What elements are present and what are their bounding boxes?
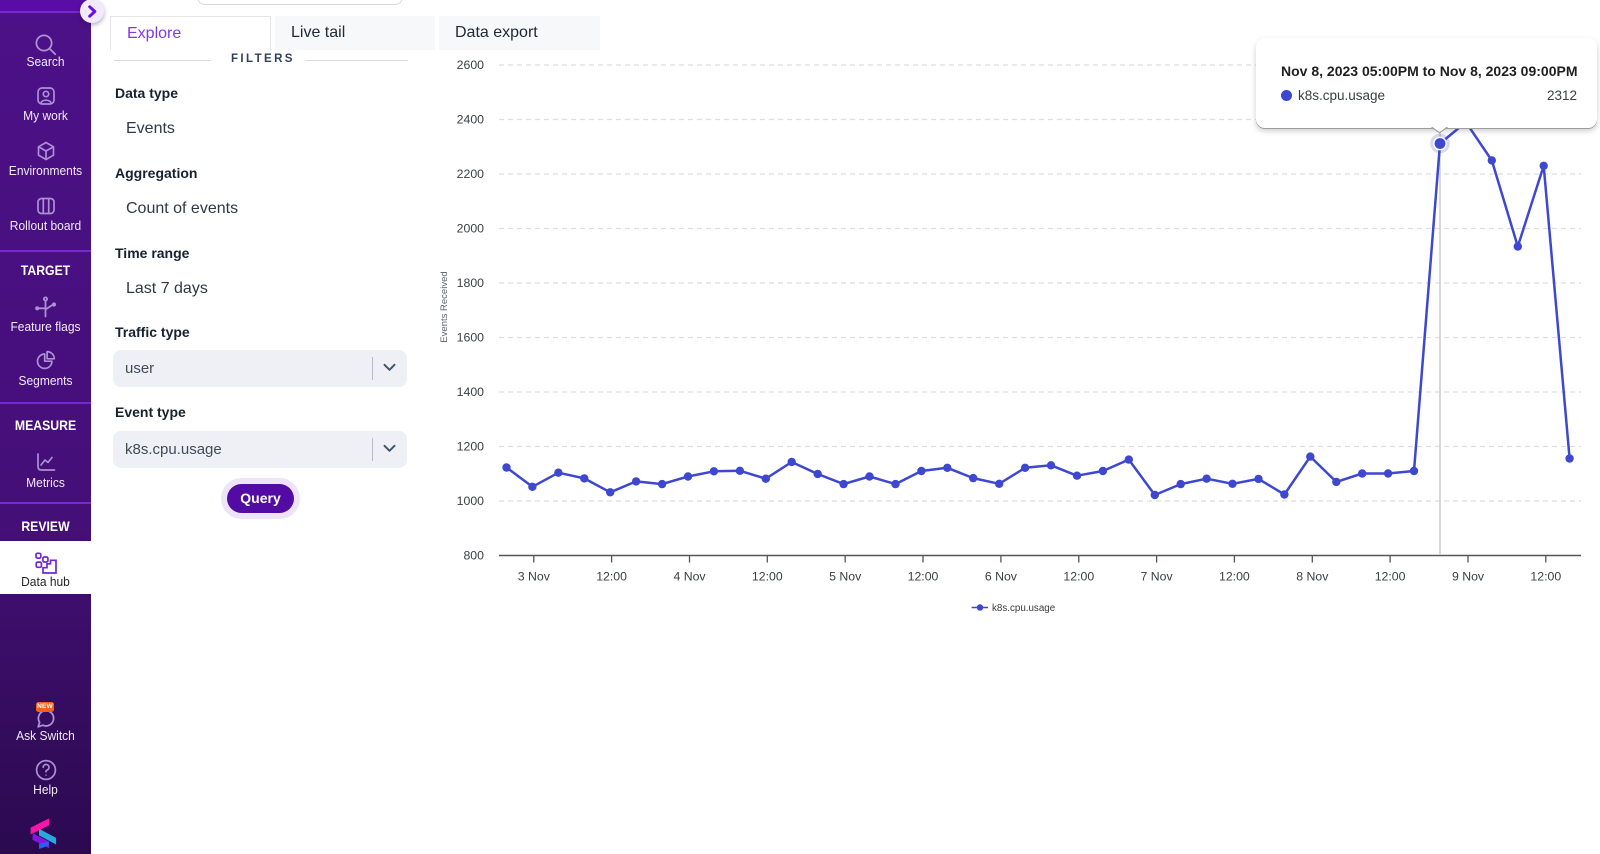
svg-text:5 Nov: 5 Nov [829,570,862,584]
svg-text:12:00: 12:00 [1219,570,1250,584]
svg-text:6 Nov: 6 Nov [985,570,1018,584]
svg-text:Events Received: Events Received [439,271,450,342]
svg-text:8 Nov: 8 Nov [1296,570,1329,584]
svg-text:12:00: 12:00 [596,570,627,584]
svg-text:800: 800 [463,549,484,563]
svg-text:2000: 2000 [457,222,485,236]
svg-text:1000: 1000 [457,494,485,508]
svg-text:12:00: 12:00 [1063,570,1094,584]
svg-text:1200: 1200 [457,440,485,454]
svg-text:12:00: 12:00 [908,570,939,584]
svg-text:1400: 1400 [457,385,485,399]
svg-text:1800: 1800 [457,276,485,290]
svg-text:7 Nov: 7 Nov [1141,570,1174,584]
svg-text:12:00: 12:00 [1375,570,1406,584]
svg-text:3 Nov: 3 Nov [518,570,551,584]
svg-text:12:00: 12:00 [1530,570,1561,584]
svg-text:2400: 2400 [457,113,485,127]
svg-text:4 Nov: 4 Nov [673,570,706,584]
svg-text:9 Nov: 9 Nov [1452,570,1485,584]
svg-text:2600: 2600 [457,58,485,72]
svg-text:2200: 2200 [457,167,485,181]
svg-text:k8s.cpu.usage: k8s.cpu.usage [992,603,1056,614]
svg-text:1600: 1600 [457,331,485,345]
svg-text:12:00: 12:00 [752,570,783,584]
